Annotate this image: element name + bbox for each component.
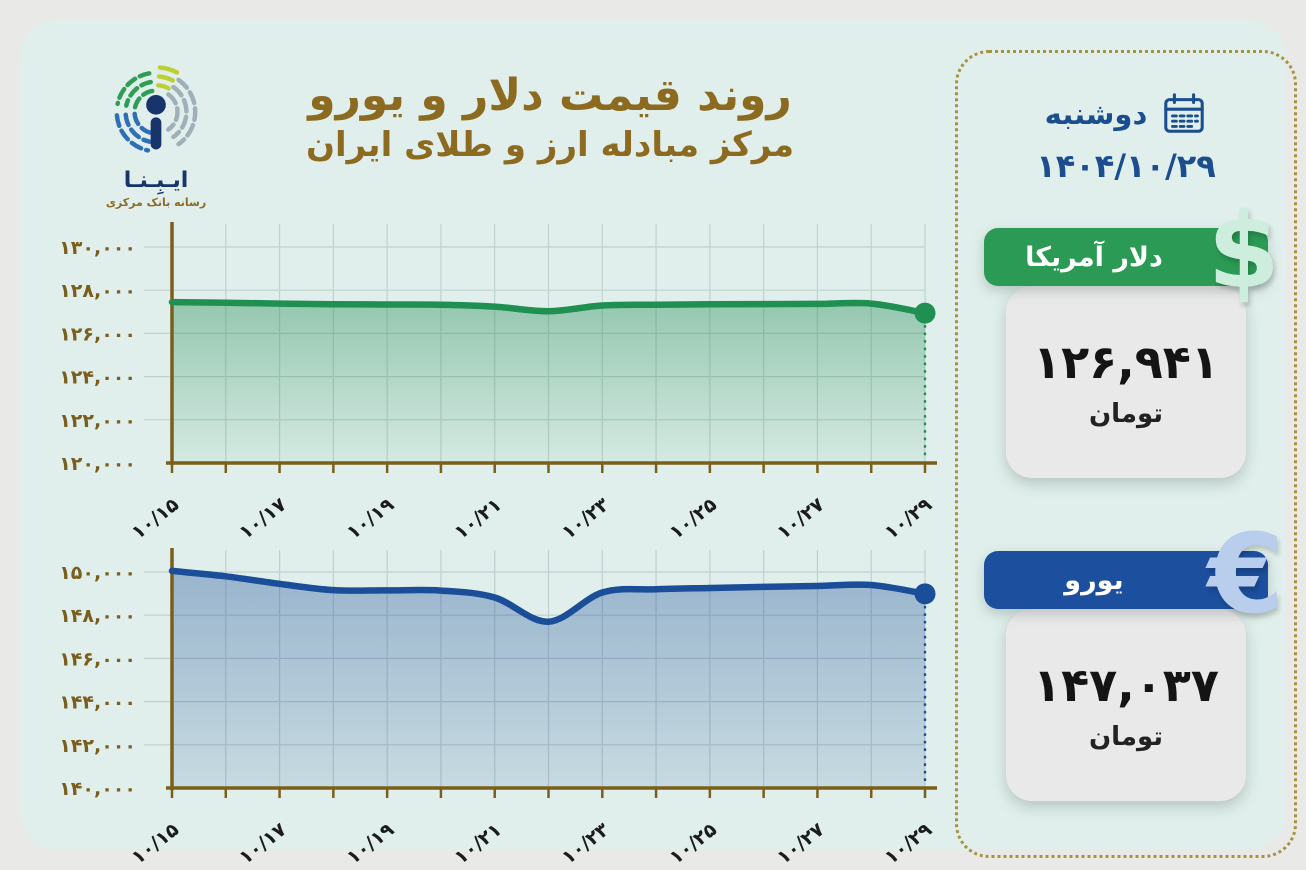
svg-text:۱۰/۲۵: ۱۰/۲۵ [665, 818, 721, 868]
svg-text:۱۵۰,۰۰۰: ۱۵۰,۰۰۰ [59, 562, 136, 584]
svg-text:۱۰/۱۵: ۱۰/۱۵ [128, 818, 184, 868]
svg-text:۱۴۴,۰۰۰: ۱۴۴,۰۰۰ [59, 692, 136, 714]
svg-text:۱۰/۲۷: ۱۰/۲۷ [773, 818, 829, 868]
svg-text:۱۴۰,۰۰۰: ۱۴۰,۰۰۰ [59, 778, 136, 800]
eur-card-header: یورو [984, 551, 1268, 609]
logo-subtitle: رسانه بانک مرکزی [105, 196, 207, 209]
svg-text:۱۲۸,۰۰۰: ۱۲۸,۰۰۰ [59, 280, 136, 302]
dollar-sign-icon: $ [1207, 190, 1280, 312]
eur-label: یورو [1064, 564, 1124, 596]
eur-unit: تومان [1088, 722, 1164, 752]
usd-card-header: دلار آمریکا [984, 228, 1268, 286]
weekday-label: دوشنبه [1044, 97, 1148, 131]
euro-sign-icon: € [1207, 510, 1284, 638]
infographic-canvas: ایـبِـنـا رسانه بانک مرکزی روند قیمت دلا… [20, 20, 1297, 869]
svg-text:۱۴۲,۰۰۰: ۱۴۲,۰۰۰ [59, 735, 136, 757]
jalali-date: ۱۴۰۴/۱۰/۲۹ [1036, 147, 1216, 185]
logo-person-head [146, 95, 166, 115]
svg-text:۱۰/۲۹: ۱۰/۲۹ [881, 493, 937, 543]
svg-text:۱۰/۱۹: ۱۰/۱۹ [343, 493, 399, 543]
summary-panel: دوشنبه ۱۴۰۴/۱۰/۲۹ دلار آمریکا [955, 50, 1297, 858]
eur-value: ۱۴۷,۰۳۷ [1033, 658, 1219, 712]
svg-text:۱۰/۱۹: ۱۰/۱۹ [343, 818, 399, 868]
svg-text:۱۴۸,۰۰۰: ۱۴۸,۰۰۰ [59, 605, 136, 627]
usd-trend-chart: ۱۳۰,۰۰۰ ۱۲۸,۰۰۰ ۱۲۶,۰۰۰ ۱۲۴,۰۰۰ ۱۲۲,۰۰۰ ۱۲۰,۰… [59, 222, 937, 544]
svg-text:۱۰/۲۷: ۱۰/۲۷ [773, 493, 829, 543]
logo-person-body [150, 117, 162, 150]
page-title: روند قیمت دلار و یورو مرکز مبادله ارز و … [245, 68, 855, 167]
title-line-2: مرکز مبادله ارز و طلای ایران [305, 125, 795, 165]
svg-text:۱۰/۱۵: ۱۰/۱۵ [128, 493, 184, 543]
eur-value-card: ۱۴۷,۰۳۷ تومان [1006, 609, 1246, 801]
date-row: دوشنبه [958, 91, 1294, 137]
usd-value-card: ۱۲۶,۹۴۱ تومان [1006, 286, 1246, 478]
usd-label: دلار آمریکا [1025, 241, 1163, 273]
svg-text:۱۲۶,۰۰۰: ۱۲۶,۰۰۰ [59, 323, 136, 345]
svg-text:۱۳۰,۰۰۰: ۱۳۰,۰۰۰ [59, 237, 136, 259]
svg-text:۱۰/۲۳: ۱۰/۲۳ [558, 818, 614, 868]
svg-text:۱۰/۱۷: ۱۰/۱۷ [235, 493, 291, 543]
svg-text:۱۰/۱۷: ۱۰/۱۷ [235, 818, 291, 868]
usd-unit: تومان [1088, 399, 1164, 429]
svg-text:۱۲۴,۰۰۰: ۱۲۴,۰۰۰ [59, 367, 136, 389]
title-line-1: روند قیمت دلار و یورو [308, 70, 792, 121]
eur-trend-chart: ۱۵۰,۰۰۰ ۱۴۸,۰۰۰ ۱۴۶,۰۰۰ ۱۴۴,۰۰۰ ۱۴۲,۰۰۰ ۱۴۰,۰… [59, 548, 937, 869]
svg-text:۱۰/۲۱: ۱۰/۲۱ [450, 494, 506, 544]
calendar-icon [1164, 93, 1205, 133]
svg-text:۱۴۶,۰۰۰: ۱۴۶,۰۰۰ [59, 648, 136, 670]
svg-text:۱۲۲,۰۰۰: ۱۲۲,۰۰۰ [59, 410, 136, 432]
svg-text:۱۰/۲۱: ۱۰/۲۱ [450, 819, 506, 869]
svg-text:۱۰/۲۹: ۱۰/۲۹ [881, 818, 937, 868]
svg-text:۱۲۰,۰۰۰: ۱۲۰,۰۰۰ [59, 453, 136, 475]
ibena-logo-icon [114, 65, 198, 153]
usd-value: ۱۲۶,۹۴۱ [1033, 335, 1219, 389]
svg-text:۱۰/۲۵: ۱۰/۲۵ [665, 493, 721, 543]
ibena-logo: ایـبِـنـا رسانه بانک مرکزی [88, 62, 224, 209]
logo-name: ایـبِـنـا [123, 168, 189, 193]
svg-text:۱۰/۲۳: ۱۰/۲۳ [558, 493, 614, 543]
